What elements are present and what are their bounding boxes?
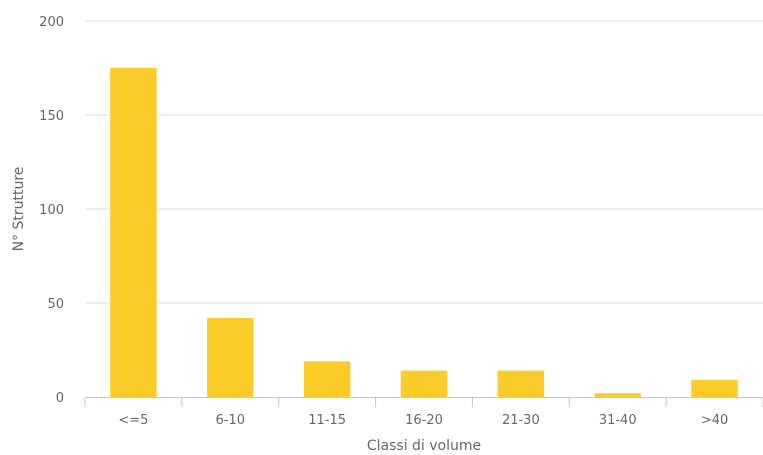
- bar[interactable]: [110, 68, 157, 397]
- y-tick-label: 100: [39, 203, 64, 218]
- y-axis-ticks: 0 50 100 150 200: [39, 15, 64, 406]
- y-tick-label: 150: [39, 109, 64, 124]
- bar[interactable]: [303, 361, 351, 397]
- x-tick-label: <=5: [118, 413, 148, 428]
- x-axis-title: Classi di volume: [367, 438, 481, 454]
- y-axis-title: N° Strutture: [11, 167, 27, 252]
- x-tick-label: 16-20: [405, 413, 443, 428]
- y-tick-label: 0: [56, 391, 64, 406]
- x-axis: [84, 397, 763, 407]
- y-tick-label: 50: [47, 297, 64, 312]
- bars: [110, 68, 738, 397]
- y-tick-label: 200: [39, 15, 64, 30]
- x-tick-label: 11-15: [308, 413, 346, 428]
- x-axis-ticks: <=5 6-10 11-15 16-20 21-30 31-40 >40: [118, 413, 728, 428]
- x-tick-label: 31-40: [599, 413, 637, 428]
- x-tick-label: 6-10: [216, 413, 246, 428]
- bar[interactable]: [400, 370, 448, 397]
- bar[interactable]: [594, 393, 641, 397]
- x-tick-label: >40: [701, 413, 728, 428]
- bar[interactable]: [497, 370, 545, 397]
- bar[interactable]: [691, 380, 738, 397]
- bar[interactable]: [207, 318, 254, 397]
- grid-lines: [85, 20, 763, 304]
- x-tick-label: 21-30: [502, 413, 540, 428]
